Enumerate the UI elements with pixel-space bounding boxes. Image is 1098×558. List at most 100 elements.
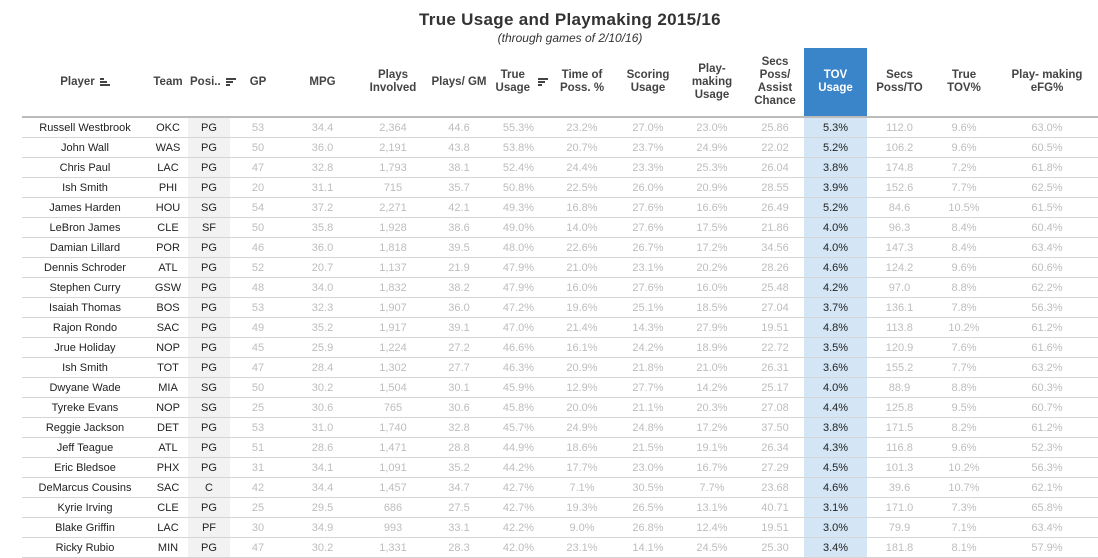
col-header-plays-involved[interactable]: Plays Involved xyxy=(359,48,427,117)
col-header-team[interactable]: Team xyxy=(148,48,188,117)
cell-true-tov: 8.1% xyxy=(932,537,996,558)
cell-secs-assist: 19.51 xyxy=(746,517,804,538)
cell-plays-involved: 1,793 xyxy=(359,157,427,178)
col-header-position[interactable]: Posi.. xyxy=(188,48,236,117)
cell-tov-usage: 5.2% xyxy=(804,137,867,158)
table-row[interactable]: Jrue Holiday NOP PG 45 25.9 1,224 27.2 46.6% 16.… xyxy=(22,337,1098,358)
cell-gp: 50 xyxy=(230,137,286,158)
cell-true-tov: 7.3% xyxy=(932,497,996,518)
cell-player: Rajon Rondo xyxy=(22,317,148,338)
table-row[interactable]: DeMarcus Cousins SAC C 42 34.4 1,457 34.7 42.7%… xyxy=(22,477,1098,498)
table-row[interactable]: Stephen Curry GSW PG 48 34.0 1,832 38.2 47.9% 16… xyxy=(22,277,1098,298)
col-label-secs-assist: Secs Poss/ Assist Chance xyxy=(754,56,796,107)
cell-player: Chris Paul xyxy=(22,157,148,178)
cell-gp: 50 xyxy=(230,217,286,238)
cell-gp: 48 xyxy=(230,277,286,298)
table-row[interactable]: James Harden HOU SG 54 37.2 2,271 42.1 49.3% 16.… xyxy=(22,197,1098,218)
table-row[interactable]: Dennis Schroder ATL PG 52 20.7 1,137 21.9 47.9%… xyxy=(22,257,1098,278)
cell-playmaking-usage: 14.2% xyxy=(678,377,746,398)
col-header-secs-to[interactable]: Secs Poss/TO xyxy=(867,48,932,117)
cell-team: OKC xyxy=(148,117,188,138)
table-row[interactable]: Blake Griffin LAC PF 30 34.9 993 33.1 42.2% 9.0%… xyxy=(22,517,1098,538)
cell-player: Russell Westbrook xyxy=(22,117,148,138)
table-row[interactable]: Eric Bledsoe PHX PG 31 34.1 1,091 35.2 44.2% 17.… xyxy=(22,457,1098,478)
sort-bars-icon[interactable] xyxy=(537,77,548,87)
col-header-player[interactable]: Player xyxy=(22,48,148,117)
cell-plays-involved: 1,832 xyxy=(359,277,427,298)
cell-true-usage: 47.0% xyxy=(491,317,546,338)
col-header-playmaking-efg[interactable]: Play- making eFG% xyxy=(996,48,1098,117)
cell-playmaking-usage: 16.0% xyxy=(678,277,746,298)
cell-secs-to: 124.2 xyxy=(867,257,932,278)
cell-secs-assist: 27.29 xyxy=(746,457,804,478)
cell-playmaking-efg: 63.4% xyxy=(996,237,1098,258)
cell-tov-usage: 4.5% xyxy=(804,457,867,478)
table-row[interactable]: Tyreke Evans NOP SG 25 30.6 765 30.6 45.8% 20.0%… xyxy=(22,397,1098,418)
cell-time-poss: 17.7% xyxy=(546,457,618,478)
table-row[interactable]: Ish Smith TOT PG 47 28.4 1,302 27.7 46.3% 20.9% 2… xyxy=(22,357,1098,378)
table-row[interactable]: Dwyane Wade MIA SG 50 30.2 1,504 30.1 45.9% 12.9… xyxy=(22,377,1098,398)
cell-plays-involved: 1,137 xyxy=(359,257,427,278)
cell-tov-usage: 4.0% xyxy=(804,217,867,238)
cell-true-usage: 47.9% xyxy=(491,277,546,298)
col-header-playmaking-usage[interactable]: Play- making Usage xyxy=(678,48,746,117)
table-row[interactable]: John Wall WAS PG 50 36.0 2,191 43.8 53.8% 20.7% 2… xyxy=(22,137,1098,158)
cell-plays-gm: 38.1 xyxy=(427,157,491,178)
col-header-time-poss[interactable]: Time of Poss. % xyxy=(546,48,618,117)
col-header-plays-gm[interactable]: Plays/ GM xyxy=(427,48,491,117)
cell-playmaking-efg: 61.6% xyxy=(996,337,1098,358)
table-row[interactable]: Chris Paul LAC PG 47 32.8 1,793 38.1 52.4% 24.4%… xyxy=(22,157,1098,178)
cell-player: Ish Smith xyxy=(22,177,148,198)
cell-playmaking-usage: 27.9% xyxy=(678,317,746,338)
cell-team: MIN xyxy=(148,537,188,558)
cell-position: PG xyxy=(188,237,230,258)
table-row[interactable]: Rajon Rondo SAC PG 49 35.2 1,917 39.1 47.0% 21.4… xyxy=(22,317,1098,338)
col-header-scoring-usage[interactable]: Scoring Usage xyxy=(618,48,678,117)
col-header-true-usage[interactable]: True Usage xyxy=(491,48,548,117)
table-row[interactable]: Isaiah Thomas BOS PG 53 32.3 1,907 36.0 47.2% 19… xyxy=(22,297,1098,318)
col-header-mpg[interactable]: MPG xyxy=(286,48,359,117)
cell-playmaking-usage: 21.0% xyxy=(678,357,746,378)
cell-team: GSW xyxy=(148,277,188,298)
cell-position: PG xyxy=(188,537,230,558)
table-row[interactable]: Reggie Jackson DET PG 53 31.0 1,740 32.8 45.7% 2… xyxy=(22,417,1098,438)
sort-bars-icon[interactable] xyxy=(99,77,110,87)
cell-tov-usage: 4.8% xyxy=(804,317,867,338)
sort-bars-icon[interactable] xyxy=(225,77,236,87)
cell-secs-to: 96.3 xyxy=(867,217,932,238)
cell-team: NOP xyxy=(148,337,188,358)
cell-time-poss: 22.5% xyxy=(546,177,618,198)
cell-time-poss: 18.6% xyxy=(546,437,618,458)
table-row[interactable]: Ricky Rubio MIN PG 47 30.2 1,331 28.3 42.0% 23.1… xyxy=(22,537,1098,558)
cell-team: ATL xyxy=(148,257,188,278)
cell-plays-gm: 39.5 xyxy=(427,237,491,258)
cell-plays-gm: 28.8 xyxy=(427,437,491,458)
col-header-tov-usage[interactable]: TOV Usage xyxy=(804,48,867,117)
cell-player: Jeff Teague xyxy=(22,437,148,458)
cell-true-tov: 9.6% xyxy=(932,257,996,278)
col-header-true-tov[interactable]: True TOV% xyxy=(932,48,996,117)
table-row[interactable]: Kyrie Irving CLE PG 25 29.5 686 27.5 42.7% 19.3%… xyxy=(22,497,1098,518)
col-header-gp[interactable]: GP xyxy=(230,48,286,117)
cell-time-poss: 24.9% xyxy=(546,417,618,438)
cell-time-poss: 20.7% xyxy=(546,137,618,158)
cell-gp: 42 xyxy=(230,477,286,498)
table-row[interactable]: LeBron James CLE SF 50 35.8 1,928 38.6 49.0% 14.… xyxy=(22,217,1098,238)
cell-secs-to: 147.3 xyxy=(867,237,932,258)
cell-gp: 30 xyxy=(230,517,286,538)
cell-tov-usage: 3.6% xyxy=(804,357,867,378)
table-row[interactable]: Russell Westbrook OKC PG 53 34.4 2,364 44.6 55.… xyxy=(22,117,1098,138)
cell-true-tov: 8.4% xyxy=(932,237,996,258)
cell-secs-assist: 26.34 xyxy=(746,437,804,458)
cell-player: LeBron James xyxy=(22,217,148,238)
table-row[interactable]: Damian Lillard POR PG 46 36.0 1,818 39.5 48.0% 2… xyxy=(22,237,1098,258)
col-header-secs-assist[interactable]: Secs Poss/ Assist Chance xyxy=(746,48,804,117)
table-row[interactable]: Ish Smith PHI PG 20 31.1 715 35.7 50.8% 22.5% 26.… xyxy=(22,177,1098,198)
cell-position: PG xyxy=(188,277,230,298)
cell-playmaking-efg: 60.4% xyxy=(996,217,1098,238)
cell-playmaking-usage: 20.3% xyxy=(678,397,746,418)
cell-tov-usage: 3.5% xyxy=(804,337,867,358)
table-row[interactable]: Jeff Teague ATL PG 51 28.6 1,471 28.8 44.9% 18.6… xyxy=(22,437,1098,458)
cell-mpg: 31.0 xyxy=(286,417,359,438)
cell-tov-usage: 4.0% xyxy=(804,377,867,398)
